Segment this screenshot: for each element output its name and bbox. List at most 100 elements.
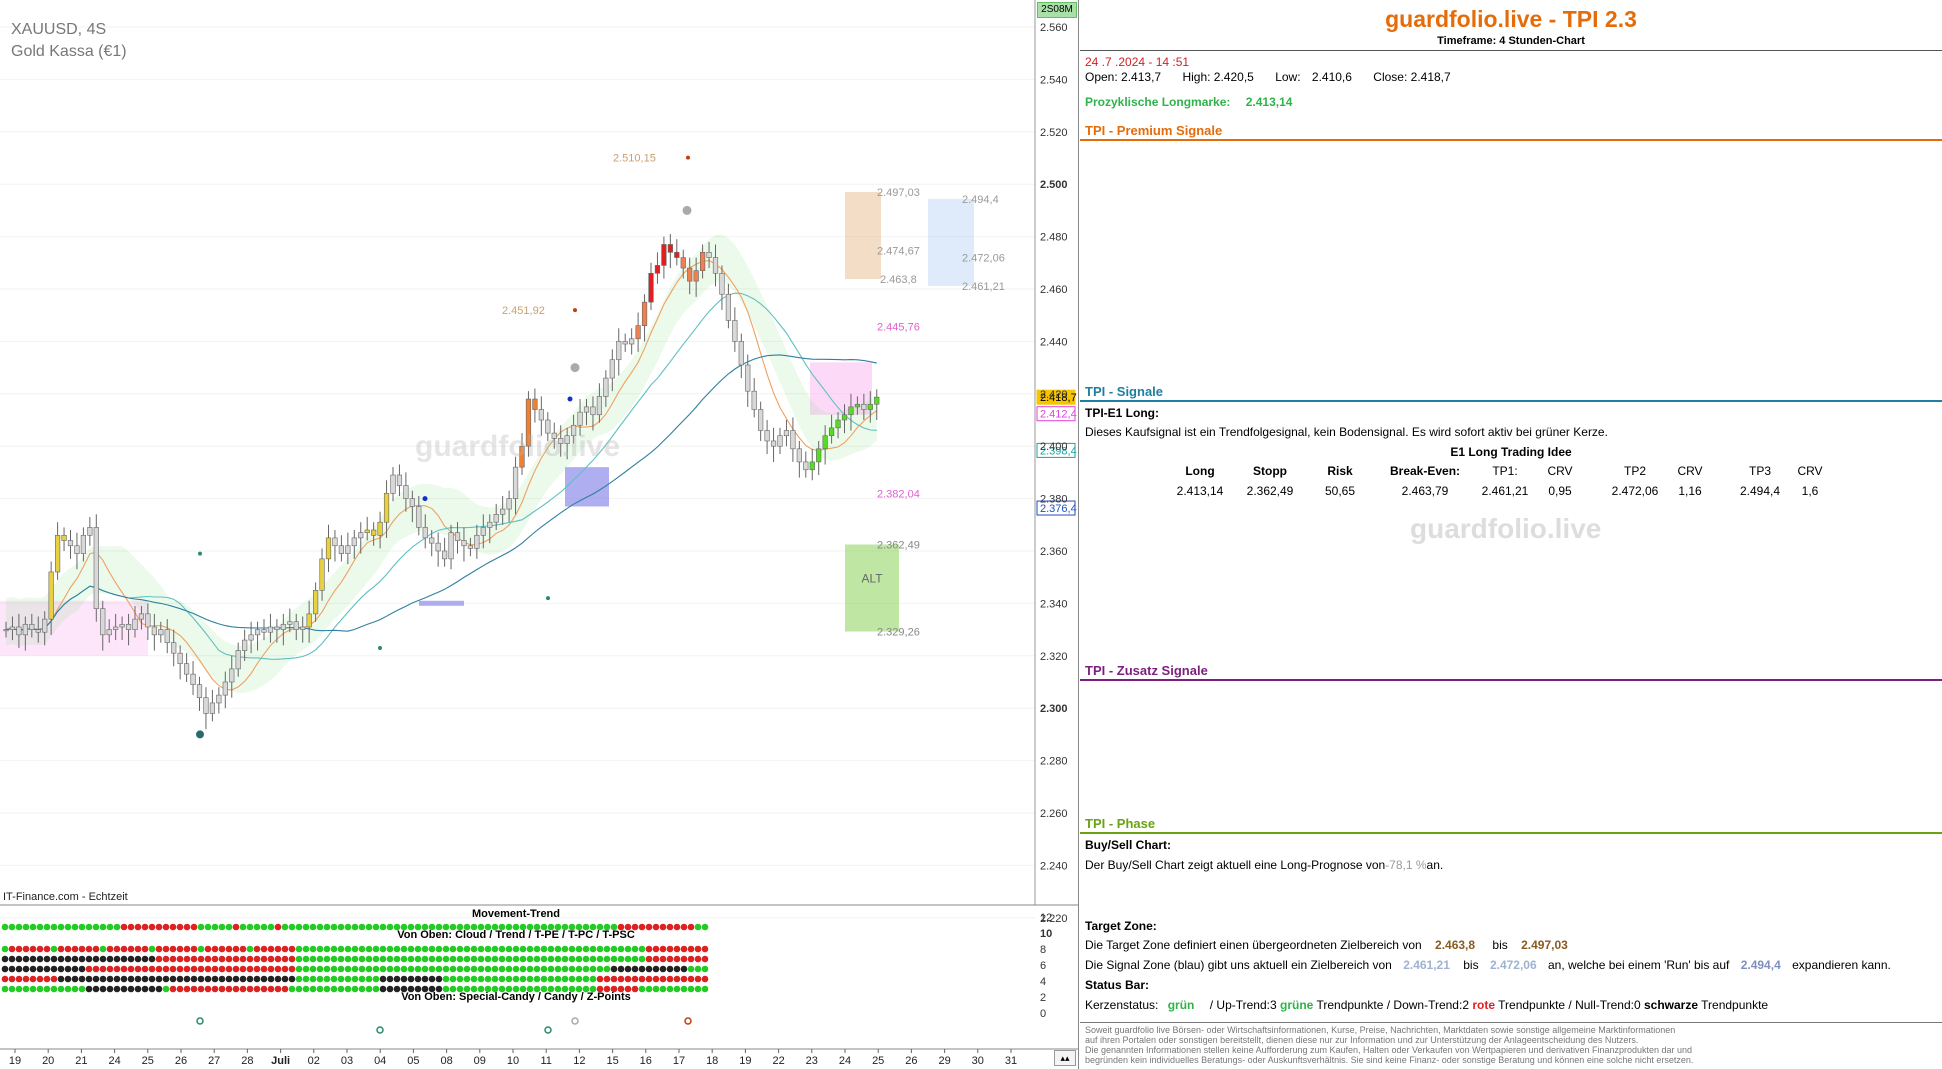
trade-idea-title: E1 Long Trading Idee: [1450, 445, 1572, 459]
trend-dot: [64, 975, 72, 983]
signal-box: [565, 467, 609, 507]
trend-dot: [505, 965, 513, 973]
candle-body: [364, 529, 370, 533]
target-mid: bis: [1492, 938, 1508, 952]
low-value: 2.410,6: [1311, 70, 1352, 84]
trend-dot: [225, 985, 233, 993]
trend-dot: [43, 945, 51, 953]
trend-dot: [673, 965, 681, 973]
trend-dot: [92, 975, 100, 983]
timeframe-badge[interactable]: 2S08M: [1037, 2, 1077, 18]
trend-dot: [568, 923, 576, 931]
trend-dot: [162, 965, 170, 973]
trend-dot: [267, 985, 275, 993]
zusatz-divider: [1080, 679, 1942, 681]
trend-dot: [624, 955, 632, 963]
x-tick-label: 02: [308, 1055, 320, 1067]
trend-dot: [99, 955, 107, 963]
candle-body: [712, 257, 719, 274]
y-tick-label: 2.280: [1040, 756, 1068, 768]
signals-divider: [1080, 400, 1942, 402]
trend-dot: [414, 923, 422, 931]
trend-dot: [666, 923, 674, 931]
trade-value: 0,95: [1548, 484, 1572, 498]
trend-dot: [484, 955, 492, 963]
candle-body: [699, 252, 706, 271]
trend-dot: [36, 965, 44, 973]
trend-dot: [533, 975, 541, 983]
price-chart[interactable]: ALT 2.510,15 2.497,03 2.494,4 2.474,67 2.472…: [0, 0, 1078, 1069]
trend-dot: [113, 975, 121, 983]
candle-body: [345, 545, 351, 554]
candle-body: [706, 252, 712, 258]
trend-dot: [694, 975, 702, 983]
candle-body: [770, 440, 777, 447]
candle-body: [854, 403, 860, 408]
trend-dot: [659, 923, 667, 931]
trend-dot: [386, 923, 394, 931]
trend-dot: [106, 923, 114, 931]
trend-dot: [36, 975, 44, 983]
trend-dot: [379, 975, 387, 983]
trend-dot: [330, 965, 338, 973]
trend-dot: [183, 955, 191, 963]
trend-dot: [561, 923, 569, 931]
trend-dot: [533, 985, 541, 993]
candle-body: [435, 542, 441, 552]
candle-body: [242, 639, 248, 651]
candle-body: [745, 364, 751, 392]
candle-body: [61, 534, 67, 541]
trend-dot: [456, 965, 464, 973]
trend-dot: [449, 923, 457, 931]
candle-body: [751, 390, 757, 410]
premium-divider: [1080, 139, 1942, 141]
candle-body: [383, 493, 390, 523]
trend-dot: [449, 975, 457, 983]
candle-body: [422, 527, 428, 539]
trend-dot: [407, 945, 415, 953]
chart-settings-icon[interactable]: ▴▴: [1054, 1050, 1076, 1066]
candle-body: [461, 540, 467, 547]
x-tick-label: 24: [839, 1055, 851, 1067]
candle-body: [538, 409, 544, 421]
trend-dot: [36, 945, 44, 953]
trend-dot: [50, 985, 58, 993]
signal-dot: [686, 155, 690, 160]
indicator-tick: 4: [1040, 976, 1046, 988]
trend-dot: [554, 945, 562, 953]
candle-body: [803, 461, 809, 471]
trend-dot: [386, 945, 394, 953]
candle-body: [222, 681, 228, 696]
signal-zone: [928, 198, 974, 286]
trend-dot: [575, 955, 583, 963]
trend-dot: [50, 965, 58, 973]
trend-dot: [295, 965, 303, 973]
x-tick-label: 20: [42, 1055, 54, 1067]
close-label: Close:: [1373, 70, 1408, 84]
moving-average-line: [5, 292, 877, 660]
datetime-label: 24 .7 .2024 - 14 :51: [1085, 55, 1190, 69]
trend-dot: [351, 965, 359, 973]
trend-dot: [680, 955, 688, 963]
x-tick-label: 26: [905, 1055, 917, 1067]
trend-dot: [631, 923, 639, 931]
moving-average-line: [5, 259, 878, 691]
trend-dot: [246, 945, 254, 953]
disclaimer-divider: [1080, 1022, 1942, 1023]
trend-dot: [687, 923, 695, 931]
trend-dot: [78, 965, 86, 973]
status-k4: grüne: [1280, 998, 1314, 1012]
trend-dot: [183, 945, 191, 953]
x-tick-label: 27: [208, 1055, 220, 1067]
trend-dot: [155, 923, 163, 931]
trend-dot: [484, 985, 492, 993]
trend-dot: [134, 923, 142, 931]
trend-dot: [421, 975, 429, 983]
candle-body: [184, 663, 190, 675]
trend-dot: [610, 945, 618, 953]
trend-dot: [85, 945, 93, 953]
candle-body: [87, 527, 93, 536]
premium-signals-title: TPI - Premium Signale: [1085, 123, 1223, 138]
phase-divider: [1080, 832, 1942, 834]
signalzone-to: 2.472,06: [1489, 958, 1537, 972]
